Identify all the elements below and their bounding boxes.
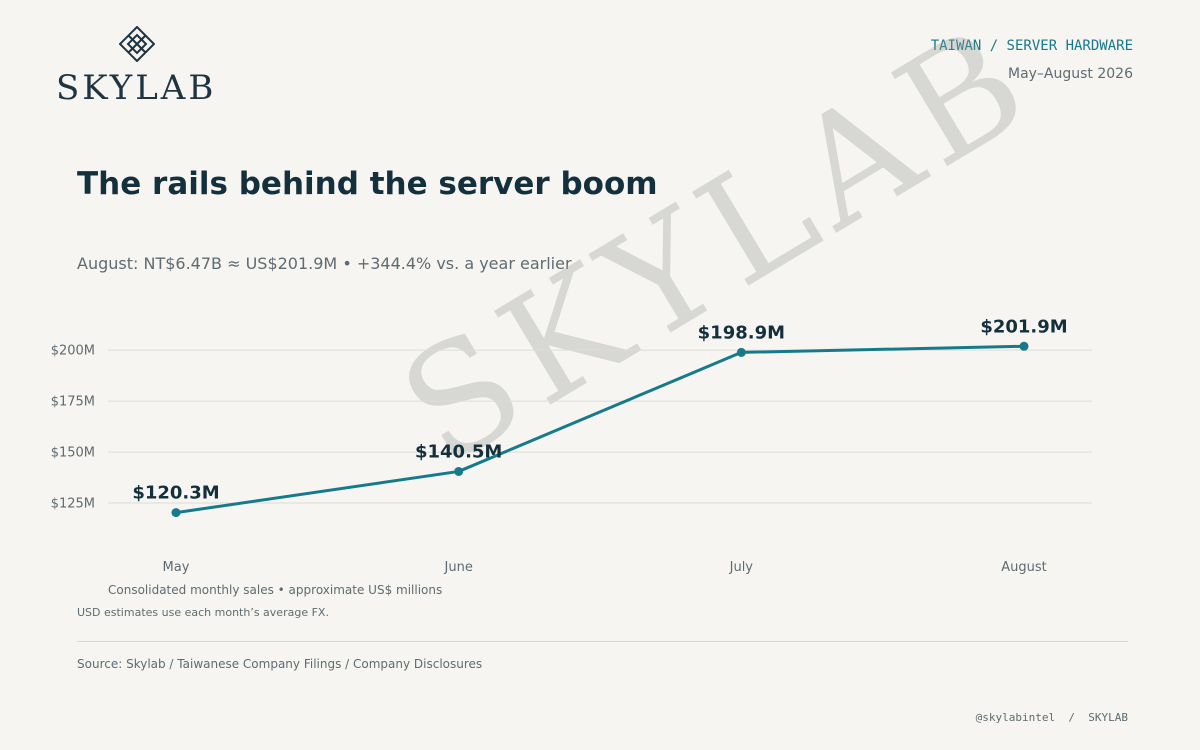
data-point	[736, 347, 746, 357]
y-axis-tick-labels: $125M $150M $175M $200M	[51, 344, 95, 512]
x-tick-label: July	[729, 560, 754, 575]
section-kicker: TAIWAN / SERVER HARDWARE	[930, 38, 1133, 54]
series-revenue	[171, 341, 1029, 518]
data-label: $201.9M	[980, 316, 1067, 337]
brand-wordmark: SKYLAB	[56, 68, 217, 108]
series-line	[174, 344, 1026, 515]
x-tick-label: May	[163, 560, 190, 575]
page-subtitle: August: NT$6.47B ≈ US$201.9M • +344.4% v…	[77, 254, 572, 273]
unit-note: Consolidated monthly sales • approximate…	[108, 583, 443, 597]
fx-note: USD estimates use each month’s average F…	[77, 606, 329, 619]
brand-logo: SKYLAB	[56, 24, 226, 108]
data-label: $198.9M	[698, 322, 785, 343]
data-labels: $120.3M $140.5M $198.9M $201.9M	[132, 316, 1067, 503]
x-axis-tick-labels: May June July August	[163, 560, 1047, 575]
y-tick-label: $125M	[51, 497, 95, 512]
source-note: Source: Skylab / Taiwanese Company Filin…	[77, 657, 483, 671]
y-tick-label: $150M	[51, 446, 95, 461]
data-point	[454, 466, 464, 476]
x-tick-label: August	[1001, 560, 1047, 575]
data-label: $140.5M	[415, 441, 502, 462]
page-title: The rails behind the server boom	[77, 166, 658, 202]
data-point	[171, 508, 181, 518]
footer-handle: @skylabintel / SKYLAB	[975, 711, 1128, 724]
divider	[77, 641, 1128, 642]
diamond-lattice-icon	[119, 26, 155, 62]
data-point	[1019, 341, 1029, 351]
data-label: $120.3M	[132, 483, 219, 504]
y-tick-label: $200M	[51, 344, 95, 359]
x-tick-label: June	[444, 560, 473, 575]
date-range: May–August 2026	[1007, 66, 1133, 82]
y-tick-label: $175M	[51, 395, 95, 410]
gridlines	[108, 349, 1092, 504]
